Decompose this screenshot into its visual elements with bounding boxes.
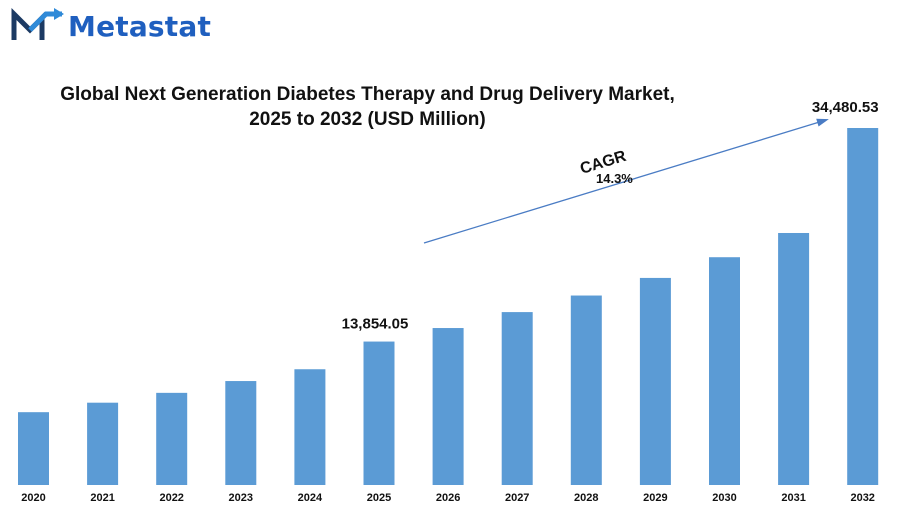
brand-logo: Metastat [8,4,211,48]
x-axis-ticks: 2020 2021 2022 2023 2024 2025 2026 2027 2028 2029… [21,492,875,504]
x-tick-2022: 2022 [159,492,183,504]
bar-2021 [87,402,119,485]
bar-2024 [294,369,326,485]
x-tick-2032: 2032 [850,492,874,504]
bar-2029 [639,277,671,485]
x-tick-2027: 2027 [505,492,529,504]
x-tick-2020: 2020 [21,492,45,504]
cagr-arrowhead [816,118,829,127]
brand-name: Metastat [68,9,212,43]
cagr-arrow [423,119,827,244]
chart-subtitle: 2025 to 2032 (USD Million) [249,109,486,130]
bar-2022 [156,392,188,485]
x-tick-2031: 2031 [781,492,805,504]
bar-2025 [363,341,395,485]
bar-2032 [847,128,879,485]
metastat-logo-icon [11,7,64,40]
x-tick-2029: 2029 [643,492,667,504]
x-tick-2021: 2021 [90,492,114,504]
x-tick-2024: 2024 [298,492,323,504]
x-tick-2026: 2026 [436,492,460,504]
chart-title: Global Next Generation Diabetes Therapy … [60,84,675,105]
x-tick-2030: 2030 [712,492,736,504]
x-tick-2023: 2023 [229,492,253,504]
x-tick-2025: 2025 [367,492,391,504]
bars-group [18,128,879,485]
bar-2023 [225,381,257,485]
bar-2030 [709,257,740,485]
bar-2020 [18,412,49,485]
bar-2026 [432,328,464,485]
cagr-value: 14.3% [596,171,633,186]
x-tick-2028: 2028 [574,492,598,504]
start-value-label: 13,854.05 [342,316,409,333]
chart-title-block: Global Next Generation Diabetes Therapy … [0,82,735,132]
bar-2027 [501,312,533,485]
end-value-label: 34,480.53 [812,99,879,116]
bar-2031 [778,232,810,485]
bar-2028 [570,295,602,485]
